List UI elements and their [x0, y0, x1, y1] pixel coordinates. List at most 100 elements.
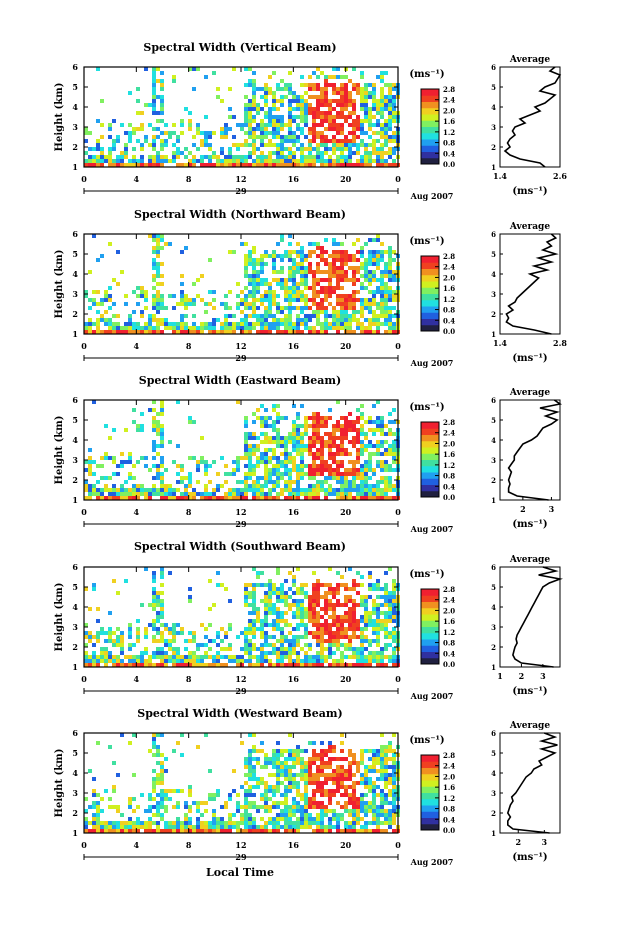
- heatmap-cell: [244, 103, 248, 107]
- heatmap-cell: [308, 242, 312, 246]
- heatmap-cell: [368, 571, 372, 575]
- colorbar-tick-label: 0.0: [443, 160, 455, 169]
- heatmap-cell: [128, 322, 132, 326]
- heatmap-cell: [308, 607, 312, 611]
- heatmap-cell: [376, 147, 380, 151]
- heatmap-cell: [284, 147, 288, 151]
- heatmap-cell: [232, 67, 236, 71]
- heatmap-cell: [212, 492, 216, 496]
- heatmap-cell: [356, 583, 360, 587]
- heatmap-cell: [232, 115, 236, 119]
- heatmap-cell: [332, 127, 336, 131]
- heatmap-cell: [316, 266, 320, 270]
- heatmap-cell: [320, 91, 324, 95]
- heatmap-cell: [388, 278, 392, 282]
- heatmap-cell: [360, 326, 364, 330]
- heatmap-cell: [144, 663, 148, 667]
- heatmap-cell: [312, 595, 316, 599]
- heatmap-cell: [352, 611, 356, 615]
- heatmap-cell: [168, 131, 172, 135]
- heatmap-cell: [172, 631, 176, 635]
- heatmap-cell: [200, 801, 204, 805]
- heatmap-cell: [348, 440, 352, 444]
- heatmap-cell: [316, 322, 320, 326]
- heatmap-cell: [268, 805, 272, 809]
- heatmap-cell: [156, 322, 160, 326]
- heatmap-cell: [272, 472, 276, 476]
- profile-title: Average: [509, 222, 550, 232]
- heatmap-cell: [384, 603, 388, 607]
- heatmap-cell: [392, 298, 396, 302]
- heatmap-cell: [144, 829, 148, 833]
- heatmap-cell: [376, 492, 380, 496]
- heatmap-cell: [372, 290, 376, 294]
- heatmap-cell: [352, 753, 356, 757]
- heatmap-cell: [248, 623, 252, 627]
- heatmap-cell: [320, 769, 324, 773]
- heatmap-cell: [268, 424, 272, 428]
- heatmap-cell: [164, 659, 168, 663]
- heatmap-cell: [344, 643, 348, 647]
- heatmap-cell: [300, 825, 304, 829]
- heatmap-cell: [140, 412, 144, 416]
- heatmap-cell: [300, 131, 304, 135]
- heatmap-cell: [100, 488, 104, 492]
- heatmap-cell: [376, 131, 380, 135]
- heatmap-cell: [304, 785, 308, 789]
- heatmap-cell: [276, 753, 280, 757]
- heatmap-cell: [388, 119, 392, 123]
- heatmap-cell: [164, 159, 168, 163]
- heatmap-cell: [280, 773, 284, 777]
- colorbar-swatch: [421, 299, 439, 307]
- heatmap-cell: [360, 749, 364, 753]
- heatmap-cell: [392, 789, 396, 793]
- heatmap-cell: [368, 159, 372, 163]
- heatmap-cell: [288, 99, 292, 103]
- ytick-label: 6: [72, 728, 78, 738]
- heatmap-cell: [152, 67, 156, 71]
- heatmap-cell: [168, 789, 172, 793]
- heatmap-cell: [292, 757, 296, 761]
- heatmap-cell: [340, 813, 344, 817]
- heatmap-cell: [136, 428, 140, 432]
- heatmap-cell: [372, 91, 376, 95]
- heatmap-cell: [160, 111, 164, 115]
- heatmap-cell: [332, 817, 336, 821]
- heatmap-cell: [216, 655, 220, 659]
- heatmap-cell: [204, 635, 208, 639]
- heatmap-cell: [312, 663, 316, 667]
- heatmap-cell: [132, 492, 136, 496]
- heatmap-cell: [244, 825, 248, 829]
- heatmap-cell: [236, 655, 240, 659]
- heatmap-cell: [128, 476, 132, 480]
- heatmap-cell: [312, 147, 316, 151]
- heatmap-cell: [308, 765, 312, 769]
- heatmap-cell: [372, 496, 376, 500]
- heatmap-cell: [364, 147, 368, 151]
- heatmap-cell: [84, 825, 88, 829]
- heatmap-cell: [244, 761, 248, 765]
- heatmap-cell: [324, 805, 328, 809]
- heatmap-cell: [336, 155, 340, 159]
- heatmap-cell: [208, 135, 212, 139]
- heatmap-cell: [268, 579, 272, 583]
- heatmap-cell: [304, 420, 308, 424]
- heatmap-cell: [232, 821, 236, 825]
- heatmap-cell: [288, 250, 292, 254]
- heatmap-cell: [360, 761, 364, 765]
- heatmap-cell: [144, 464, 148, 468]
- heatmap-cell: [244, 95, 248, 99]
- heatmap-cell: [212, 825, 216, 829]
- heatmap-cell: [356, 809, 360, 813]
- heatmap-cell: [116, 250, 120, 254]
- heatmap-cell: [156, 492, 160, 496]
- heatmap-cell: [308, 75, 312, 79]
- heatmap-cell: [272, 408, 276, 412]
- heatmap-cell: [384, 765, 388, 769]
- heatmap-cell: [148, 314, 152, 318]
- heatmap-cell: [268, 496, 272, 500]
- heatmap-cell: [384, 773, 388, 777]
- heatmap-cell: [312, 741, 316, 745]
- heatmap-cell: [272, 270, 276, 274]
- heatmap-cell: [152, 639, 156, 643]
